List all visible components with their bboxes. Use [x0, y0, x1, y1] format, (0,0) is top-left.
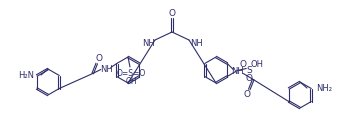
Text: O: O: [244, 90, 251, 99]
Text: H₂N: H₂N: [18, 70, 34, 80]
Text: O: O: [95, 54, 102, 63]
Text: O: O: [168, 8, 176, 18]
Text: NH: NH: [231, 67, 244, 76]
Text: NH: NH: [142, 39, 154, 48]
Text: NH₂: NH₂: [316, 84, 332, 92]
Text: O: O: [240, 60, 247, 69]
Text: O=S=O: O=S=O: [116, 69, 146, 78]
Text: OH: OH: [251, 60, 264, 69]
Text: S: S: [246, 66, 252, 75]
Text: NH: NH: [190, 39, 203, 48]
Text: O: O: [246, 74, 253, 83]
Text: OH: OH: [125, 76, 137, 85]
Text: NH: NH: [100, 65, 113, 74]
